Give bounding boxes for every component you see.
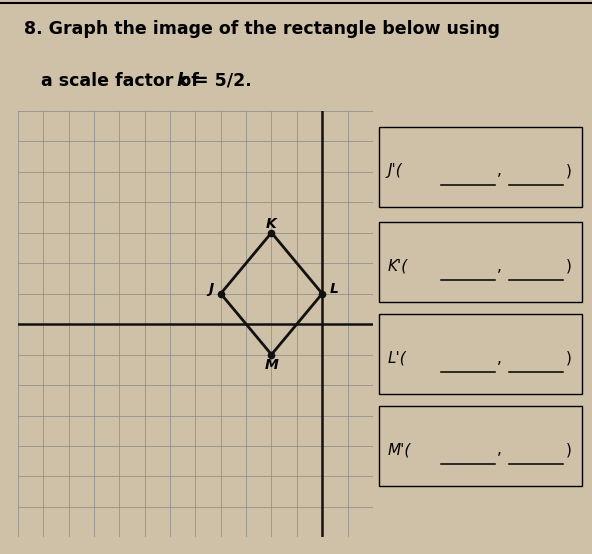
Text: L'(: L'( — [387, 351, 406, 366]
Text: a scale factor of: a scale factor of — [41, 72, 205, 90]
Text: ): ) — [565, 351, 571, 366]
FancyBboxPatch shape — [379, 406, 582, 486]
Text: = 5/2.: = 5/2. — [188, 72, 252, 90]
Text: J: J — [208, 282, 213, 296]
FancyBboxPatch shape — [379, 223, 582, 302]
Text: ): ) — [565, 163, 571, 178]
Text: ): ) — [565, 259, 571, 274]
Text: M'(: M'( — [387, 442, 410, 458]
FancyBboxPatch shape — [379, 314, 582, 394]
Text: k: k — [176, 72, 188, 90]
Text: K: K — [266, 217, 277, 230]
Text: ): ) — [565, 442, 571, 458]
Text: ,: , — [497, 442, 502, 458]
Text: ,: , — [497, 259, 502, 274]
Text: 8. Graph the image of the rectangle below using: 8. Graph the image of the rectangle belo… — [24, 20, 500, 38]
Text: J'(: J'( — [387, 163, 402, 178]
Text: ,: , — [497, 351, 502, 366]
Text: ,: , — [497, 163, 502, 178]
Text: M: M — [265, 358, 278, 372]
Text: K'(: K'( — [387, 259, 407, 274]
Text: L: L — [330, 282, 339, 296]
FancyBboxPatch shape — [379, 127, 582, 207]
